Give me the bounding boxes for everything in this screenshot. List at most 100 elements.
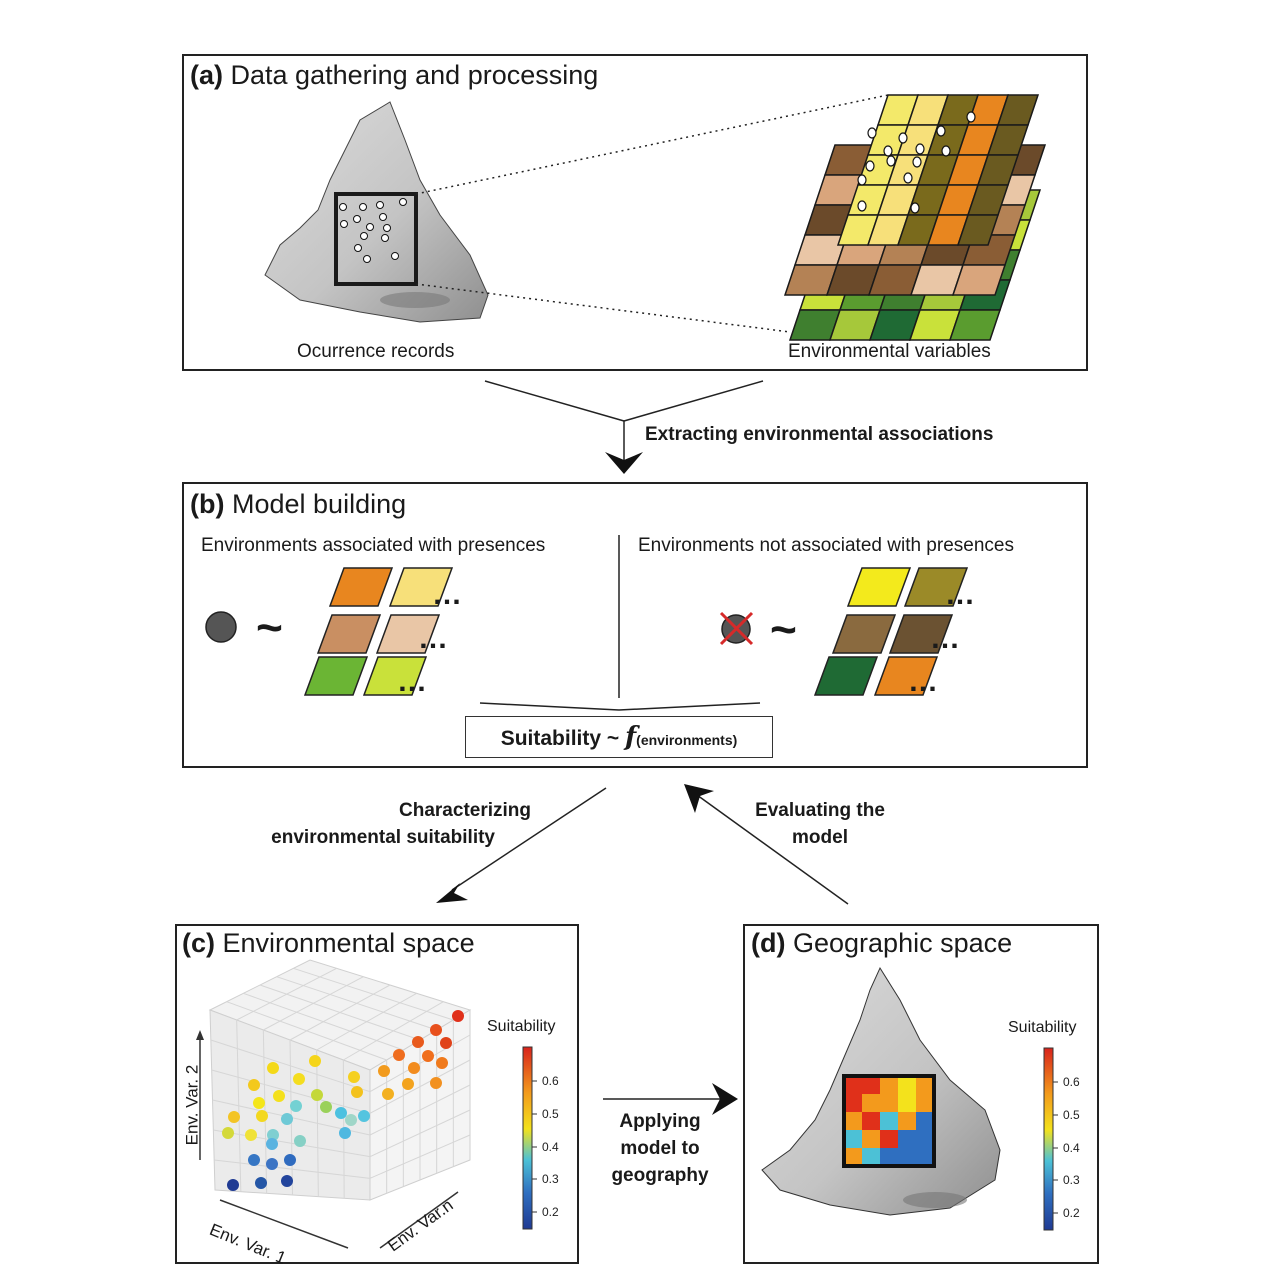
arrow-evaluating [696, 794, 849, 905]
panel-c-title: (c) Environmental space [182, 928, 475, 958]
raster-cell [898, 1094, 916, 1112]
presence-environments-heading: Environments associated with presences [201, 535, 546, 556]
raster-cell [880, 1130, 898, 1148]
suitability-point [255, 1177, 267, 1189]
raster-cell [880, 1076, 898, 1094]
environment-tile [846, 567, 912, 607]
occurrence-point [941, 145, 951, 157]
raster-cell [898, 1148, 916, 1166]
env-layer-top [836, 94, 1040, 246]
suitability-point [281, 1113, 293, 1125]
suitability-point [294, 1135, 306, 1147]
colorbar-tick-label: 0.6 [542, 1074, 559, 1088]
environmental-variables-caption: Environmental variables [788, 341, 991, 362]
occurrence-point [936, 125, 946, 137]
occurrence-point [865, 160, 875, 172]
occurrence-point [857, 174, 867, 186]
occurrence-point [886, 155, 896, 167]
arrow-characterizing [451, 787, 607, 891]
panel-b-title: (b) Model building [190, 489, 407, 519]
suitability-point [430, 1024, 442, 1036]
absence-environments-heading: Environments not associated with presenc… [638, 535, 1014, 556]
suitability-point [440, 1037, 452, 1049]
suitability-point [382, 1088, 394, 1100]
suitability-point [253, 1097, 265, 1109]
raster-cell [916, 1112, 934, 1130]
environment-tile [903, 567, 969, 607]
suitability-point [358, 1110, 370, 1122]
raster-cell [862, 1130, 880, 1148]
panel-a-title: (a) Data gathering and processing [190, 60, 599, 90]
grid-cell [948, 309, 1002, 341]
suitability-point [335, 1107, 347, 1119]
suitability-point [284, 1154, 296, 1166]
environment-tile [388, 567, 454, 607]
environment-tile [831, 614, 897, 654]
raster-cell [844, 1148, 862, 1166]
colorbar-tick-label: 0.3 [542, 1172, 559, 1186]
suitability-raster [842, 1074, 936, 1168]
suitability-point [273, 1090, 285, 1102]
occurrence-records-caption: Ocurrence records [297, 341, 455, 362]
suitability-point [293, 1073, 305, 1085]
occurrence-point [966, 111, 976, 123]
study-area-box [334, 192, 418, 286]
ellipsis: … [432, 578, 462, 611]
raster-cell [880, 1094, 898, 1112]
grid-cell [956, 214, 1000, 246]
suitability-point [408, 1062, 420, 1074]
suitability-point [267, 1129, 279, 1141]
environment-tile [813, 656, 879, 696]
occurrence-point [903, 172, 913, 184]
arrowhead-evaluating [684, 784, 714, 813]
environment-tile [362, 656, 428, 696]
occurrence-map [264, 101, 489, 323]
suitability-point [402, 1078, 414, 1090]
raster-cell [844, 1130, 862, 1148]
suitability-point [351, 1086, 363, 1098]
suitability-point [228, 1111, 240, 1123]
raster-cell [844, 1076, 862, 1094]
raster-cell [916, 1148, 934, 1166]
step-evaluating: Evaluating the model [755, 800, 885, 848]
ellipsis: … [908, 665, 938, 698]
suitability-point [422, 1050, 434, 1062]
step-characterizing: Characterizing environmental suitability [271, 800, 531, 848]
merge-arrow [484, 380, 764, 470]
raster-cell [880, 1112, 898, 1130]
suitability-point [436, 1057, 448, 1069]
environment-tile [303, 656, 369, 696]
suitability-point [309, 1055, 321, 1067]
raster-cell [916, 1076, 934, 1094]
suitability-point [348, 1071, 360, 1083]
suitability-point [227, 1179, 239, 1191]
raster-cell [916, 1130, 934, 1148]
colorbar-tick-label: 0.3 [1063, 1173, 1080, 1187]
tilde-presence: ~ [256, 601, 283, 653]
raster-cell [898, 1112, 916, 1130]
suitability-point [266, 1138, 278, 1150]
raster-cell [916, 1094, 934, 1112]
colorbar-tick-label: 0.5 [542, 1107, 559, 1121]
formula-connector [479, 702, 761, 711]
environment-tiles [303, 567, 969, 696]
colorbar-d [1043, 1047, 1054, 1231]
suitability-point [248, 1154, 260, 1166]
colorbar-tick-label: 0.4 [542, 1140, 559, 1154]
occurrence-point [857, 200, 867, 212]
suitability-point [311, 1089, 323, 1101]
suitability-point [393, 1049, 405, 1061]
occurrence-point [867, 127, 877, 139]
colorbar-c [522, 1046, 533, 1230]
suitability-point [245, 1129, 257, 1141]
raster-cell [880, 1148, 898, 1166]
raster-cell [844, 1094, 862, 1112]
environment-tile [375, 614, 441, 654]
colorbar-title-d: Suitability [1008, 1019, 1077, 1036]
ellipsis: … [397, 665, 427, 698]
suitability-point [345, 1114, 357, 1126]
suitability-formula: Suitability ~ f(environments) [465, 716, 773, 758]
raster-cell [898, 1130, 916, 1148]
env-space-plot [196, 959, 472, 1249]
